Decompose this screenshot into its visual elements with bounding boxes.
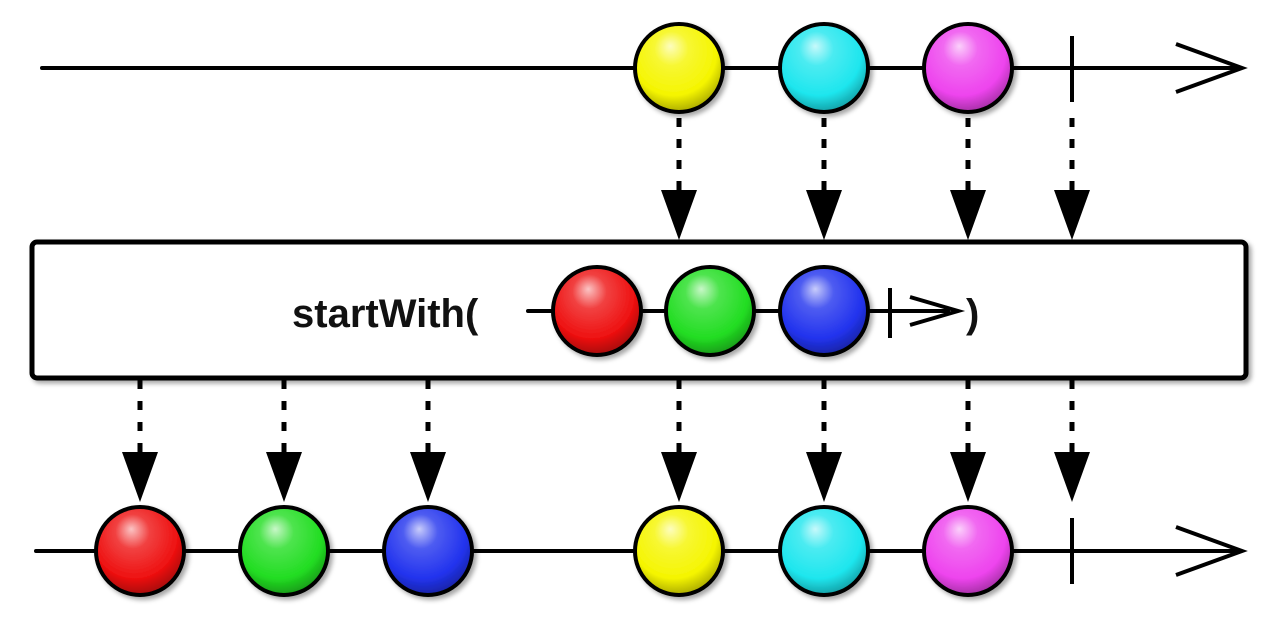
down-arrow-top-3 [950, 118, 986, 240]
down-arrow-top-4 [1054, 118, 1090, 240]
down-arrow-bottom-2 [266, 380, 302, 502]
source-marble-magenta [922, 22, 1014, 114]
result-timeline [34, 505, 1248, 597]
result-marble-blue [382, 505, 474, 597]
source-to-operator-arrows [661, 118, 1090, 240]
result-marble-red [94, 505, 186, 597]
down-arrow-bottom-4 [661, 380, 697, 502]
down-arrow-top-2 [806, 118, 842, 240]
down-arrow-top-1 [661, 118, 697, 240]
operator-marble-blue [778, 265, 870, 357]
source-marble-yellow [633, 22, 725, 114]
down-arrow-bottom-3 [410, 380, 446, 502]
operator-name: startWith( [292, 292, 479, 336]
result-marble-cyan [778, 505, 870, 597]
operator-closing-paren: ) [966, 292, 979, 336]
result-timeline-arrowhead [1175, 525, 1248, 577]
down-arrow-bottom-6 [950, 380, 986, 502]
result-marble-yellow [633, 505, 725, 597]
operator-marble-red [551, 265, 643, 357]
operator-prefix-marbles [551, 265, 870, 357]
result-marbles [94, 505, 1014, 597]
operator-inner-arrowhead [909, 295, 966, 327]
source-marble-cyan [778, 22, 870, 114]
source-timeline-arrowhead [1175, 42, 1248, 94]
down-arrow-bottom-7 [1054, 380, 1090, 502]
operator-box: startWith( ) [29, 239, 1249, 381]
down-arrow-bottom-5 [806, 380, 842, 502]
operator-marble-green [664, 265, 756, 357]
operator-to-result-arrows [122, 380, 1090, 502]
down-arrow-bottom-1 [122, 380, 158, 502]
result-marble-green [238, 505, 330, 597]
source-marbles [633, 22, 1014, 114]
source-timeline [40, 22, 1248, 114]
result-marble-magenta [922, 505, 1014, 597]
